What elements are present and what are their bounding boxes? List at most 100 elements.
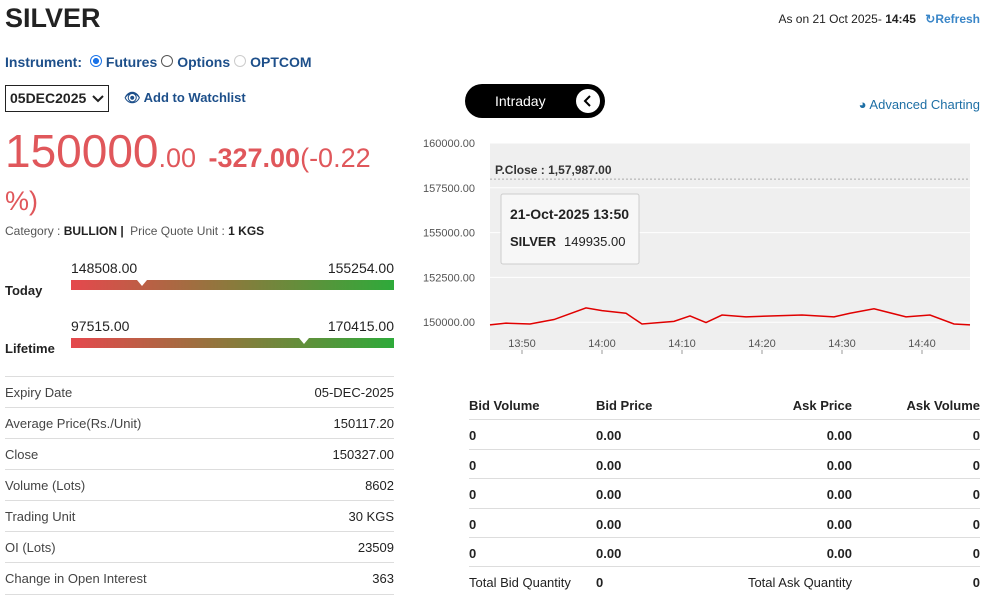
y-tick-label: 160000.00 <box>423 138 475 150</box>
order-book-cell: 0.00 <box>826 546 852 561</box>
detail-label: Change in Open Interest <box>5 571 147 586</box>
order-book-cell: 0.00 <box>826 428 852 443</box>
expiry-text: 05DEC2025 <box>10 90 87 106</box>
order-book-cell: 0 <box>469 546 477 561</box>
detail-row: Close 150327.00 <box>5 438 394 470</box>
detail-row: Average Price(Rs./Unit) 150117.20 <box>5 407 394 439</box>
order-book-cell: 0 <box>972 428 980 443</box>
unit-value: 1 KGS <box>228 224 265 238</box>
option-text: Options <box>177 54 231 70</box>
range-low: 148508.00 <box>71 260 138 276</box>
order-book-cell: 0 <box>469 428 477 443</box>
instrument-options: Futures Options OPTCOM <box>86 54 312 70</box>
instrument-option[interactable]: OPTCOM <box>234 54 312 70</box>
detail-label: Volume (Lots) <box>5 478 86 493</box>
total-ask-label: Total Ask Quantity <box>747 575 852 590</box>
order-book-header: Bid Volume Bid Price Ask Price Ask Volume <box>469 390 980 419</box>
order-book-cell: 0.00 <box>596 487 622 502</box>
column-header: Ask Volume <box>906 398 980 413</box>
total-ask: 0 <box>972 575 980 590</box>
x-tick-label: 14:00 <box>588 338 616 350</box>
range-low: 97515.00 <box>71 318 130 334</box>
instrument-option[interactable]: Futures <box>89 54 157 70</box>
detail-row: Trading Unit 30 KGS <box>5 500 394 532</box>
x-tick-label: 14:20 <box>748 338 776 350</box>
tooltip-value: 149935.00 <box>564 234 625 249</box>
watchlist-text: Add to Watchlist <box>143 90 246 105</box>
detail-label: Trading Unit <box>5 509 76 524</box>
order-book-row: 0 0.00 0.00 0 <box>469 419 980 449</box>
order-book-totals: Total Bid Quantity 0 Total Ask Quantity 0 <box>469 566 980 596</box>
x-tick-label: 14:10 <box>668 338 696 350</box>
detail-row: Volume (Lots) 8602 <box>5 469 394 501</box>
total-bid: 0 <box>596 575 604 590</box>
as-on-time: 14:45 <box>885 12 916 26</box>
order-book-cell: 0.00 <box>596 546 622 561</box>
order-book-cell: 0 <box>972 516 980 532</box>
advanced-text: Advanced Charting <box>869 97 980 112</box>
instrument-row: Instrument: Futures Options OPTCOM <box>5 54 312 70</box>
column-header: Bid Price <box>596 398 653 413</box>
order-book-cell: 0 <box>972 457 980 473</box>
detail-value: 23509 <box>357 540 394 555</box>
order-book-cell: 0.00 <box>596 457 622 473</box>
column-header: Ask Price <box>792 398 852 413</box>
order-book-row: 0 0.00 0.00 0 <box>469 448 980 479</box>
detail-value: 150327.00 <box>332 447 394 462</box>
order-book-cell: 0 <box>469 457 477 473</box>
price-line <box>489 307 971 326</box>
quote: 150000.00 -327.00(-0.22 <box>5 124 371 178</box>
detail-value: 363 <box>372 571 394 586</box>
option-text: OPTCOM <box>250 54 312 70</box>
total-bid-label: Total Bid Quantity <box>469 575 571 590</box>
range-high: 155254.00 <box>327 260 394 276</box>
expiry-select[interactable]: 05DEC2025 <box>5 85 109 112</box>
range-marker <box>298 338 309 344</box>
order-book-cell: 0 <box>469 487 477 502</box>
detail-row: Change in Open Interest 363 <box>5 562 394 595</box>
category-value: BULLION | <box>63 224 124 238</box>
intraday-toggle[interactable]: Intraday <box>465 84 605 118</box>
order-book-cell: 0 <box>469 516 477 532</box>
detail-row: OI (Lots) 23509 <box>5 531 394 563</box>
x-tick-label: 13:50 <box>508 338 536 350</box>
watchlist-link[interactable]: 👁︎ Add to Watchlist <box>124 90 246 105</box>
instrument-option[interactable]: Options <box>161 54 230 70</box>
range-bar <box>71 338 394 348</box>
y-tick-label: 152500.00 <box>423 272 475 284</box>
pct-close: %) <box>5 186 38 216</box>
order-book-cell: 0.00 <box>596 428 622 443</box>
range-label: Today <box>5 283 43 298</box>
order-book-cell: 0.00 <box>826 516 852 532</box>
pct-open: (-0.22 <box>300 143 371 173</box>
category-label: Category : <box>5 224 61 238</box>
change: -327.00 <box>208 143 301 173</box>
y-tick-label: 150000.00 <box>423 317 475 329</box>
tooltip-name: SILVER <box>510 234 557 249</box>
detail-value: 05-DEC-2025 <box>314 385 395 400</box>
detail-row: Expiry Date 05-DEC-2025 <box>5 376 394 408</box>
toggle-knob <box>576 89 600 113</box>
refresh-text: Refresh <box>935 12 980 26</box>
title: SILVER <box>5 3 101 33</box>
range-high: 170415.00 <box>327 318 394 334</box>
detail-label: Close <box>5 447 39 462</box>
order-book-row: 0 0.00 0.00 0 <box>469 507 980 538</box>
order-book-row: 0 0.00 0.00 0 <box>469 478 980 508</box>
toggle-text: Intraday <box>495 93 546 109</box>
detail-label: Average Price(Rs./Unit) <box>5 416 142 431</box>
range-marker <box>137 280 148 286</box>
refresh-button[interactable]: ↻Refresh <box>925 12 980 26</box>
advanced-charting[interactable]: ◕ Advanced Charting <box>858 97 980 112</box>
radio <box>234 55 247 67</box>
range-bar <box>71 280 394 290</box>
order-book-row: 0 0.00 0.00 0 <box>469 537 980 567</box>
x-tick-label: 14:30 <box>828 338 856 350</box>
unit-label: Price Quote Unit : <box>130 224 225 238</box>
radio <box>161 55 174 67</box>
order-book-cell: 0 <box>972 546 980 561</box>
dropdown-arrow <box>92 95 104 103</box>
x-tick-label: 14:40 <box>908 338 936 350</box>
